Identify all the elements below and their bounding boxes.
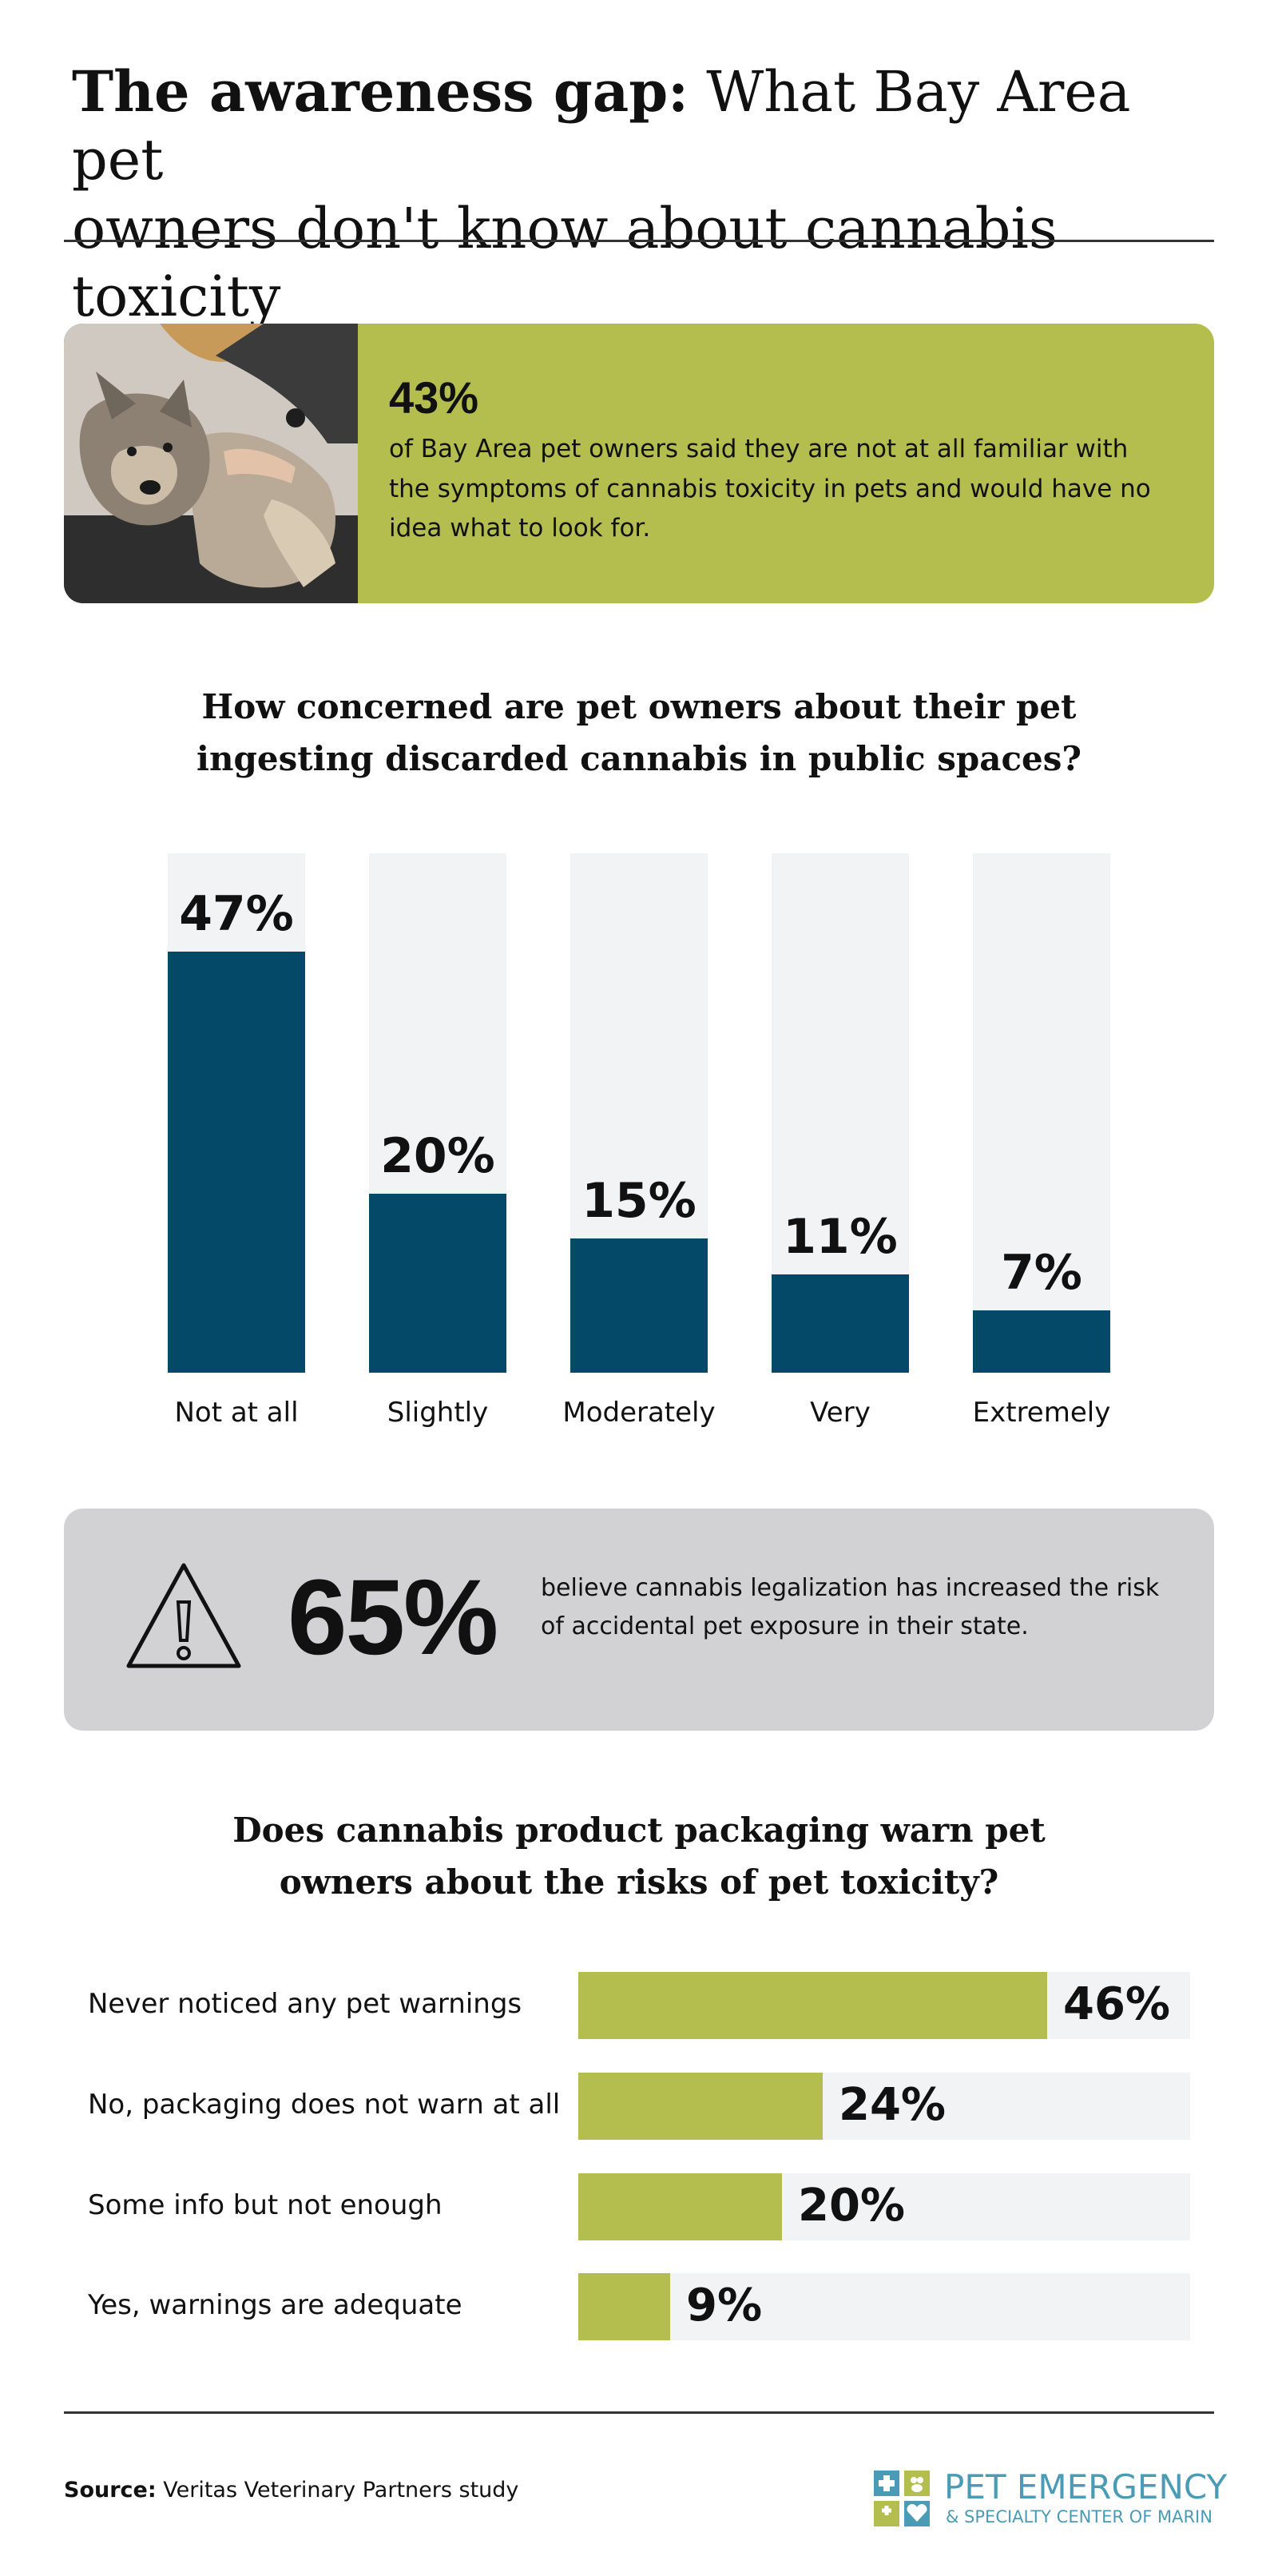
bar-track-2 (369, 853, 506, 1373)
dog-illustration (64, 324, 358, 603)
bar-5 (973, 1310, 1110, 1373)
hero-card: 43% of Bay Area pet owners said they are… (64, 324, 1214, 603)
bar-track-4 (772, 853, 909, 1373)
bar-value-label-3: 15% (581, 1173, 697, 1229)
hbar-value-label-2: 24% (839, 2079, 947, 2131)
bar-track-1 (168, 853, 305, 1373)
logo-line2: & SPECIALTY CENTER OF MARIN (946, 2507, 1213, 2526)
bar-4 (772, 1274, 909, 1373)
chart1-title-line1: How concerned are pet owners about their… (201, 687, 1077, 726)
logo-mark-icon (874, 2471, 930, 2526)
bar-track-3 (570, 853, 708, 1373)
hbar-category-label-1: Never noticed any pet warnings (88, 1988, 522, 2020)
hbar-category-label-2: No, packaging does not warn at all (88, 2089, 561, 2121)
hbar-track-4: 9% (578, 2273, 1190, 2340)
hbar-track-3: 20% (578, 2173, 1190, 2240)
page-title: The awareness gap: What Bay Area pet own… (72, 58, 1222, 332)
chart2-title-line1: Does cannabis product packaging warn pet (232, 1811, 1046, 1850)
bar-category-label-3: Moderately (562, 1397, 716, 1429)
hbar-value-label-4: 9% (686, 2280, 763, 2332)
hbar-4 (578, 2273, 670, 2340)
dog-photo (64, 324, 358, 603)
bar-3 (570, 1238, 708, 1373)
bottom-divider (64, 2411, 1214, 2414)
hbar-track-2: 24% (578, 2073, 1190, 2140)
chart1-title-line2: ingesting discarded cannabis in public s… (196, 739, 1082, 779)
callout-card: 65% believe cannabis legalization has in… (64, 1509, 1214, 1731)
bar-value-label-5: 7% (1001, 1245, 1082, 1301)
concern-bar-chart: 47% 20% 15% 11% 7% (0, 853, 1278, 1373)
bar-value-label-4: 11% (783, 1209, 898, 1265)
hbar-category-label-3: Some info but not enough (88, 2189, 443, 2221)
chart2-title-line2: owners about the risks of pet toxicity? (279, 1862, 999, 1902)
title-bold: The awareness gap: (72, 58, 689, 125)
hbar-value-label-3: 20% (798, 2180, 906, 2232)
chart2-title: Does cannabis product packaging warn pet… (0, 1804, 1278, 1908)
callout-stat: 65% (288, 1558, 498, 1677)
bar-category-label-5: Extremely (972, 1397, 1111, 1429)
bar-category-label-2: Slightly (387, 1397, 489, 1429)
chart1-title: How concerned are pet owners about their… (0, 681, 1278, 785)
title-rest-line2: owners don't know about cannabis toxicit… (72, 195, 1058, 330)
hero-stat: 43% (389, 372, 479, 423)
hero-text: of Bay Area pet owners said they are not… (389, 435, 1151, 543)
hbar-value-label-1: 46% (1063, 1978, 1171, 2030)
logo-line1: PET EMERGENCY (944, 2467, 1228, 2506)
bar-category-label-4: Very (810, 1397, 871, 1429)
clinic-logo[interactable]: PET EMERGENCY & SPECIALTY CENTER OF MARI… (874, 2467, 1227, 2531)
title-rest-line1: What Bay Area pet (72, 59, 1131, 193)
hbar-category-label-4: Yes, warnings are adequate (88, 2289, 462, 2321)
top-divider (64, 240, 1214, 242)
source-note: Source: Veritas Veterinary Partners stud… (64, 2478, 518, 2502)
bar-value-label-1: 47% (179, 886, 294, 942)
source-label: Source: (64, 2478, 157, 2502)
bar-2 (369, 1194, 506, 1373)
callout-text: believe cannabis legalization has increa… (541, 1574, 1160, 1640)
warning-icon (126, 1563, 241, 1668)
bar-track-5 (973, 853, 1110, 1373)
bar-value-label-2: 20% (380, 1128, 495, 1184)
hbar-2 (578, 2073, 823, 2140)
hbar-track-1: 46% (578, 1972, 1190, 2039)
bar-category-label-1: Not at all (174, 1397, 299, 1429)
source-text: Veritas Veterinary Partners study (163, 2478, 519, 2502)
bar-1 (168, 952, 305, 1373)
hbar-3 (578, 2173, 782, 2240)
hbar-1 (578, 1972, 1047, 2039)
